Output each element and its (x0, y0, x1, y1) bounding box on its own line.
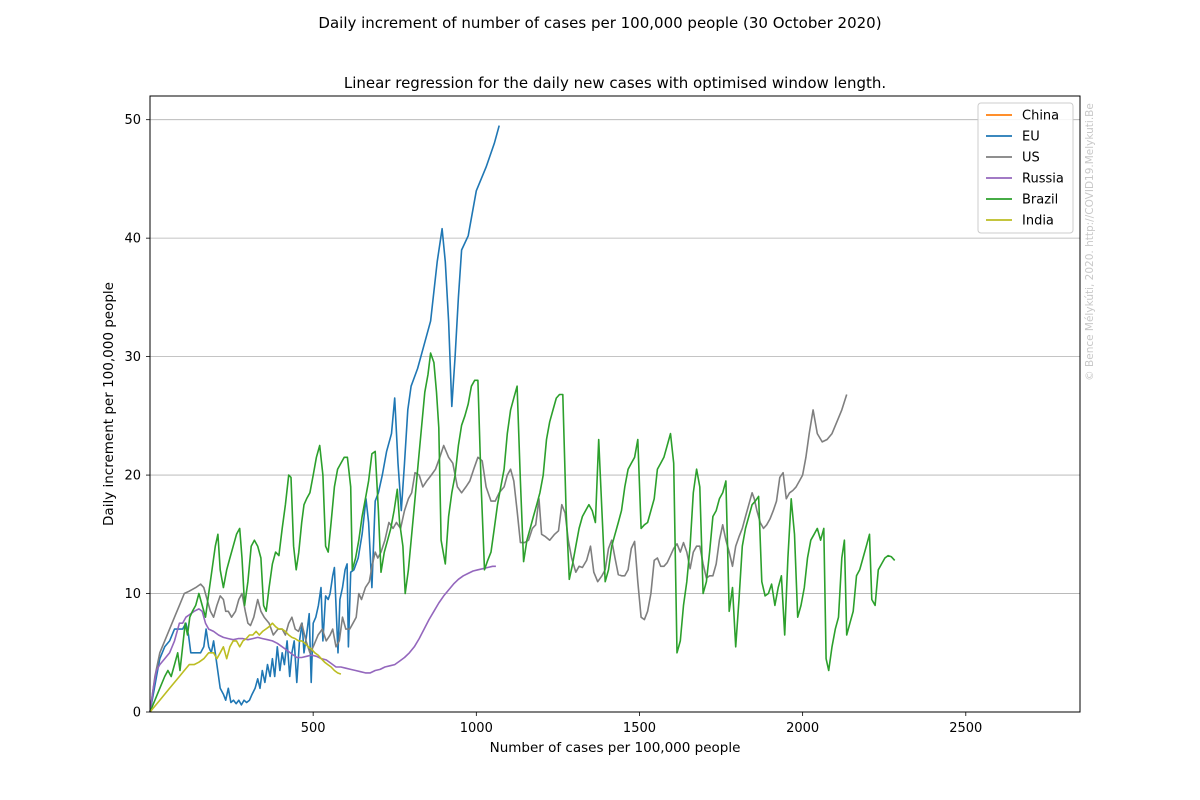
x-tick-label-0: 500 (301, 721, 326, 736)
series-line-india (149, 622, 342, 713)
series-line-us (149, 394, 848, 713)
series-line-russia (149, 565, 496, 713)
x-axis-ticks: 500 1000 1500 2000 2500 (301, 712, 982, 736)
y-tick-label-3: 30 (124, 350, 141, 365)
y-tick-label-0: 0 (133, 706, 141, 721)
y-tick-label-1: 10 (124, 587, 141, 602)
figure-suptitle: Daily increment of number of cases per 1… (318, 14, 881, 32)
legend: China EU US Russia Brazil India (977, 102, 1074, 234)
plot-frame (149, 95, 1081, 713)
y-axis-ticks: 0 10 20 30 40 50 (124, 113, 150, 721)
watermark-text: © Bence Mélykúti, 2020. http://COVID19.M… (1084, 103, 1096, 381)
x-tick-label-4: 2500 (949, 721, 982, 736)
chart-title: Linear regression for the daily new case… (344, 74, 886, 92)
series-lines (149, 125, 896, 713)
y-tick-label-2: 20 (124, 469, 141, 484)
legend-label-russia: Russia (1022, 172, 1064, 187)
y-axis-label: Daily increment per 100,000 people (101, 282, 117, 526)
x-tick-label-3: 2000 (786, 721, 819, 736)
gridlines (150, 119, 1080, 594)
x-tick-label-2: 1500 (623, 721, 656, 736)
x-tick-label-1: 1000 (460, 721, 493, 736)
y-tick-label-5: 50 (124, 113, 141, 128)
legend-label-us: US (1022, 151, 1040, 166)
legend-label-india: India (1022, 214, 1054, 229)
series-line-brazil (149, 352, 896, 713)
legend-label-eu: EU (1022, 130, 1040, 145)
y-tick-label-4: 40 (124, 232, 141, 247)
x-axis-label: Number of cases per 100,000 people (490, 740, 741, 756)
legend-label-brazil: Brazil (1022, 193, 1058, 208)
legend-label-china: China (1022, 109, 1059, 124)
plot-area (150, 96, 1080, 712)
